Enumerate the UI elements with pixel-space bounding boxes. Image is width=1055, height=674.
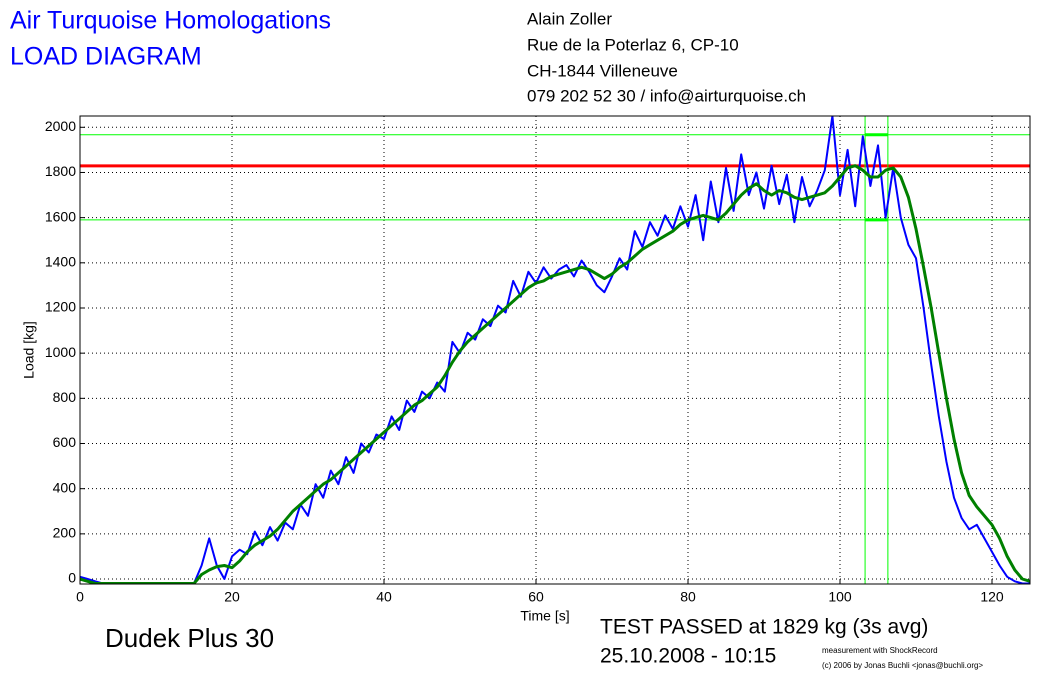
x-tick-label: 20: [224, 589, 240, 605]
address-line: Alain Zoller: [527, 9, 612, 28]
credit: (c) 2006 by Jonas Buchli <jonas@buchli.o…: [822, 661, 983, 670]
x-tick-label: 100: [828, 589, 852, 605]
y-tick-label: 800: [53, 389, 77, 405]
y-tick-label: 1600: [45, 208, 76, 224]
address-line: CH-1844 Villeneuve: [527, 61, 678, 80]
credit: measurement with ShockRecord: [822, 646, 938, 655]
chart-subtitle: LOAD DIAGRAM: [10, 43, 202, 71]
model-name: Dudek Plus 30: [105, 623, 274, 653]
y-tick-label: 600: [53, 434, 77, 450]
plot-area: [80, 116, 1030, 584]
test-date: 25.10.2008 - 10:15: [600, 645, 776, 668]
address-line: Rue de la Poterlaz 6, CP-10: [527, 35, 739, 54]
x-tick-label: 0: [76, 589, 84, 605]
x-axis-label: Time [s]: [520, 608, 569, 624]
y-tick-label: 0: [68, 570, 76, 586]
y-axis-label: Load [kg]: [21, 321, 37, 379]
data-line: [80, 164, 1030, 584]
y-tick-label: 2000: [45, 118, 76, 134]
plot-frame: [79, 115, 1031, 585]
chart-title: Air Turquoise Homologations: [10, 7, 331, 35]
y-tick-label: 1000: [45, 344, 76, 360]
test-result: TEST PASSED at 1829 kg (3s avg): [600, 616, 928, 639]
x-tick-label: 120: [980, 589, 1004, 605]
address-line: 079 202 52 30 / info@airturquoise.ch: [527, 86, 806, 105]
x-tick-label: 40: [376, 589, 392, 605]
y-tick-label: 200: [53, 525, 77, 541]
y-tick-label: 1200: [45, 299, 76, 315]
y-tick-label: 1800: [45, 163, 76, 179]
y-tick-label: 1400: [45, 254, 76, 270]
y-tick-label: 400: [53, 479, 77, 495]
x-tick-label: 60: [528, 589, 544, 605]
x-tick-label: 80: [680, 589, 696, 605]
